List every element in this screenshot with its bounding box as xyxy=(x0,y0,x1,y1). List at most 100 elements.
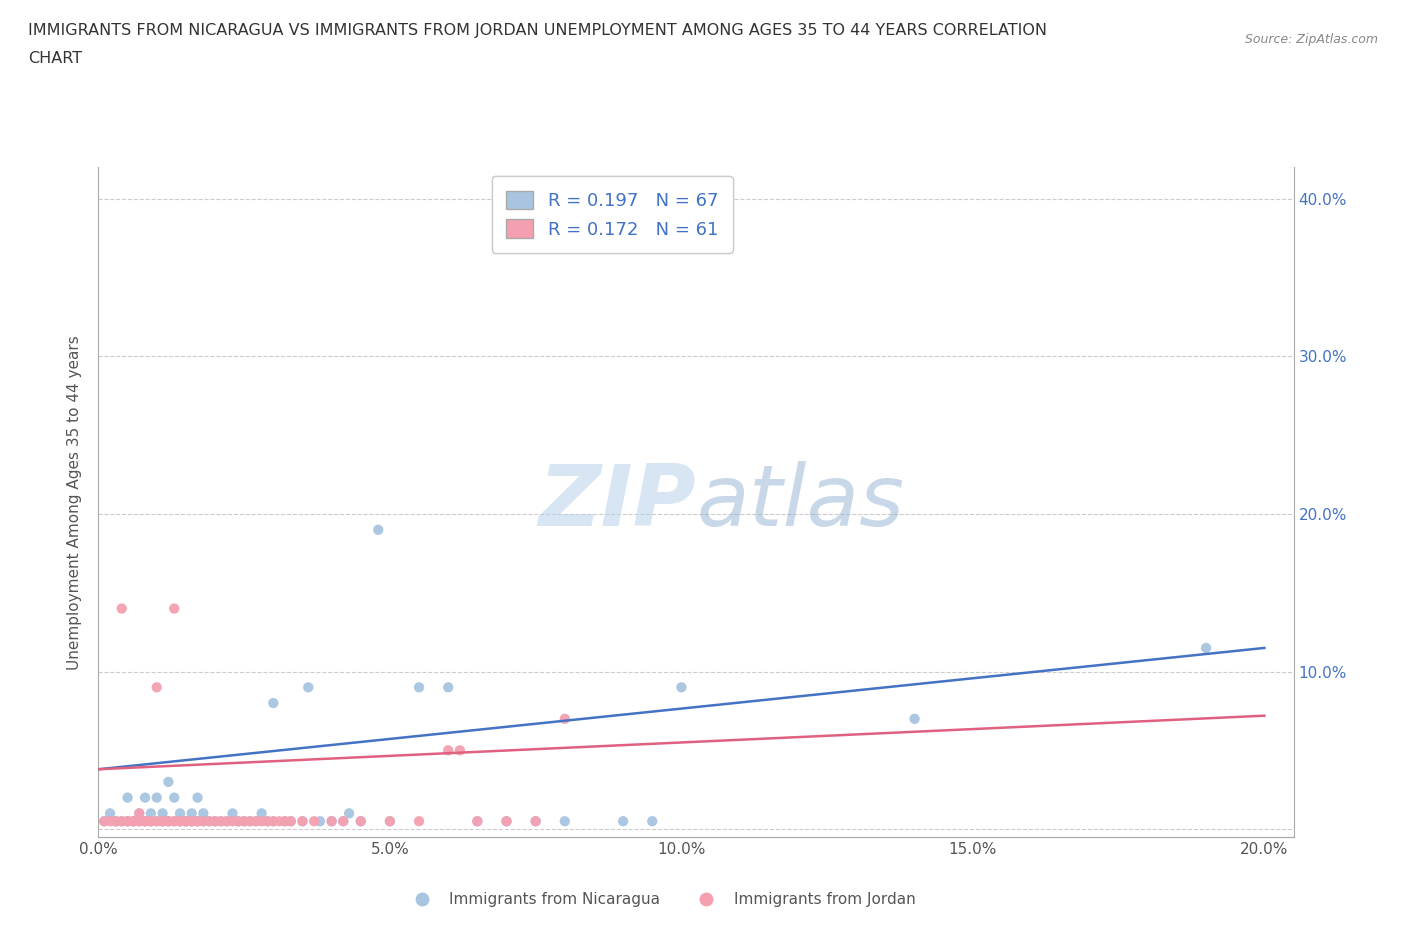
Point xyxy=(524,814,547,829)
Point xyxy=(134,814,156,829)
Point xyxy=(128,806,150,821)
Point xyxy=(408,814,430,829)
Point xyxy=(169,814,191,829)
Point xyxy=(204,814,226,829)
Point xyxy=(104,814,127,829)
Point xyxy=(449,743,471,758)
Point xyxy=(193,814,215,829)
Point xyxy=(174,814,197,829)
Point xyxy=(134,814,156,829)
Legend: Immigrants from Nicaragua, Immigrants from Jordan: Immigrants from Nicaragua, Immigrants fr… xyxy=(401,886,921,913)
Point xyxy=(332,814,354,829)
Point xyxy=(122,814,145,829)
Point xyxy=(332,814,354,829)
Point xyxy=(262,696,284,711)
Point xyxy=(93,814,115,829)
Point xyxy=(98,814,121,829)
Point xyxy=(134,790,156,805)
Point xyxy=(239,814,262,829)
Point xyxy=(495,814,517,829)
Point xyxy=(180,814,202,829)
Point xyxy=(228,814,250,829)
Point xyxy=(467,814,489,829)
Point xyxy=(104,814,127,829)
Point xyxy=(215,814,238,829)
Point xyxy=(122,814,145,829)
Point xyxy=(111,814,134,829)
Point xyxy=(256,814,278,829)
Point xyxy=(274,814,297,829)
Point xyxy=(309,814,332,829)
Point xyxy=(186,814,208,829)
Point xyxy=(378,814,401,829)
Point xyxy=(186,814,208,829)
Point xyxy=(98,806,121,821)
Point xyxy=(111,601,134,616)
Point xyxy=(495,814,517,829)
Point xyxy=(250,814,273,829)
Point xyxy=(256,814,278,829)
Point xyxy=(437,743,460,758)
Point xyxy=(337,806,360,821)
Point xyxy=(291,814,314,829)
Point xyxy=(139,814,162,829)
Point xyxy=(1195,641,1218,656)
Point xyxy=(554,814,576,829)
Point xyxy=(321,814,343,829)
Point xyxy=(152,814,174,829)
Point xyxy=(152,814,174,829)
Point xyxy=(350,814,373,829)
Point xyxy=(186,814,208,829)
Point xyxy=(321,814,343,829)
Point xyxy=(262,814,284,829)
Point xyxy=(157,814,180,829)
Point xyxy=(302,814,325,829)
Point xyxy=(169,814,191,829)
Point xyxy=(350,814,373,829)
Point xyxy=(139,814,162,829)
Point xyxy=(209,814,232,829)
Point xyxy=(111,814,134,829)
Point xyxy=(378,814,401,829)
Point xyxy=(145,814,167,829)
Point xyxy=(437,680,460,695)
Point xyxy=(221,814,243,829)
Point xyxy=(157,814,180,829)
Point xyxy=(186,790,208,805)
Point xyxy=(163,814,186,829)
Point xyxy=(128,814,150,829)
Point xyxy=(180,806,202,821)
Y-axis label: Unemployment Among Ages 35 to 44 years: Unemployment Among Ages 35 to 44 years xyxy=(67,335,83,670)
Point xyxy=(180,814,202,829)
Point xyxy=(193,806,215,821)
Point xyxy=(204,814,226,829)
Point xyxy=(145,814,167,829)
Point xyxy=(145,680,167,695)
Point xyxy=(193,814,215,829)
Point xyxy=(245,814,267,829)
Point xyxy=(145,790,167,805)
Point xyxy=(128,806,150,821)
Point xyxy=(233,814,256,829)
Point xyxy=(198,814,221,829)
Point xyxy=(233,814,256,829)
Point xyxy=(152,806,174,821)
Point xyxy=(262,814,284,829)
Point xyxy=(180,814,202,829)
Point xyxy=(139,814,162,829)
Point xyxy=(641,814,664,829)
Point xyxy=(274,814,297,829)
Point xyxy=(297,680,319,695)
Legend: R = 0.197   N = 67, R = 0.172   N = 61: R = 0.197 N = 67, R = 0.172 N = 61 xyxy=(492,177,733,253)
Point xyxy=(204,814,226,829)
Point xyxy=(134,814,156,829)
Point xyxy=(239,814,262,829)
Point xyxy=(117,814,139,829)
Point xyxy=(221,806,243,821)
Point xyxy=(169,806,191,821)
Point xyxy=(152,814,174,829)
Point xyxy=(163,814,186,829)
Point xyxy=(169,814,191,829)
Point xyxy=(104,814,127,829)
Text: Source: ZipAtlas.com: Source: ZipAtlas.com xyxy=(1244,33,1378,46)
